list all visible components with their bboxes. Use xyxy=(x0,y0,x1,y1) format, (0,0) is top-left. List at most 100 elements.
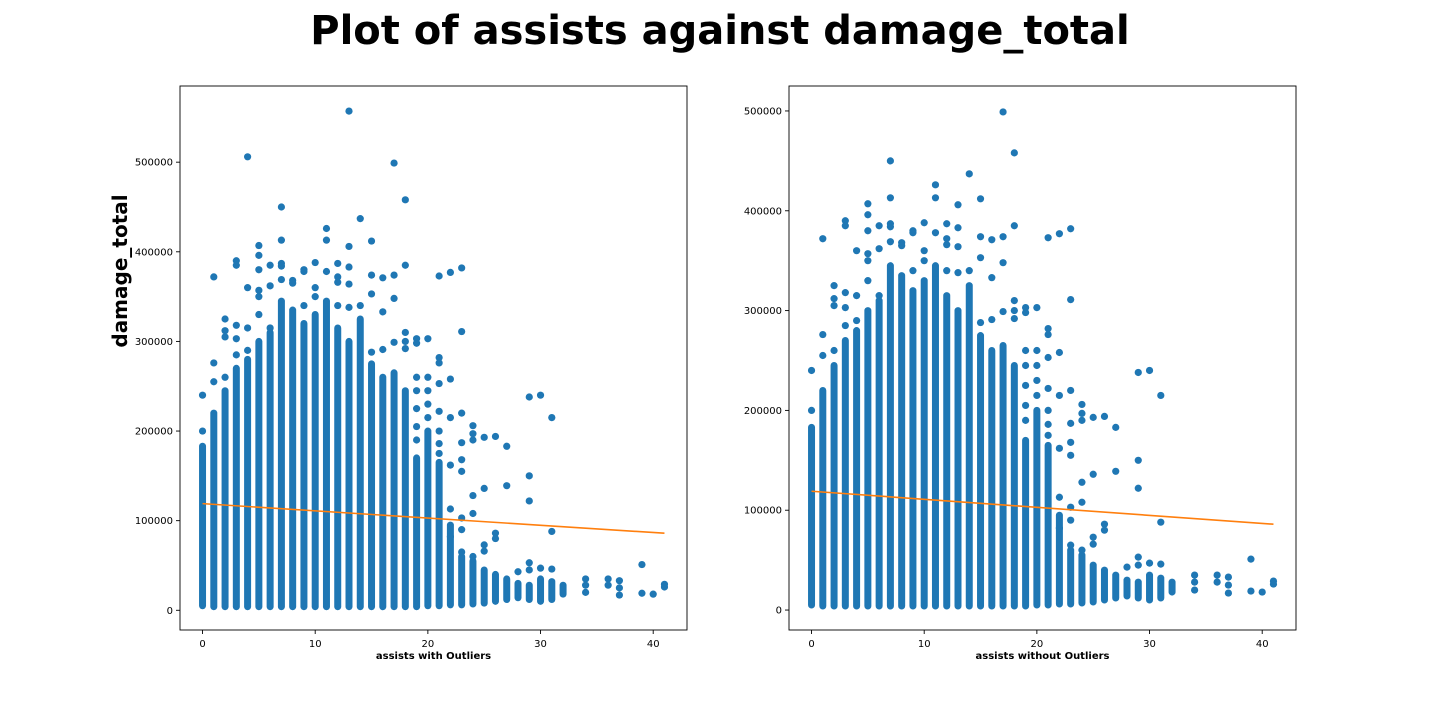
data-point xyxy=(277,275,285,284)
data-point xyxy=(1044,234,1052,242)
data-point xyxy=(1157,518,1165,526)
data-point xyxy=(819,351,827,360)
data-point xyxy=(334,259,342,268)
data-point xyxy=(864,277,872,285)
data-point xyxy=(819,330,827,339)
data-point xyxy=(1022,308,1030,317)
data-point xyxy=(435,359,443,367)
x-tick-label: 40 xyxy=(647,639,660,650)
data-point xyxy=(1044,324,1052,333)
data-point xyxy=(491,432,500,441)
data-point xyxy=(1078,409,1086,417)
data-point xyxy=(1044,384,1052,393)
data-point xyxy=(886,238,895,246)
data-point xyxy=(1078,416,1086,424)
data-point xyxy=(976,195,985,203)
x-tick-label: 10 xyxy=(309,639,322,650)
data-point xyxy=(954,269,962,277)
data-point xyxy=(1067,451,1075,459)
data-point xyxy=(1022,401,1030,410)
data-point xyxy=(401,196,409,204)
data-point xyxy=(232,351,240,359)
data-point xyxy=(277,203,285,211)
data-point xyxy=(864,211,872,219)
data-point xyxy=(1089,533,1097,541)
data-point xyxy=(525,472,533,480)
data-point xyxy=(943,220,951,228)
data-point xyxy=(435,439,443,448)
data-point xyxy=(976,254,985,262)
data-point xyxy=(1089,470,1097,478)
data-point xyxy=(277,236,285,244)
data-point xyxy=(1067,225,1075,233)
y-tick-label: 300000 xyxy=(744,306,782,317)
data-point xyxy=(435,379,443,388)
data-point xyxy=(604,581,612,589)
data-point xyxy=(649,590,657,598)
data-point xyxy=(638,589,646,597)
data-point xyxy=(1112,467,1120,475)
data-point xyxy=(311,293,319,301)
data-point xyxy=(1010,149,1018,157)
data-point xyxy=(864,257,872,265)
data-point xyxy=(1055,524,1063,532)
data-point xyxy=(435,353,443,362)
data-point xyxy=(480,433,488,441)
data-point xyxy=(1191,586,1199,594)
y-tick-label: 100000 xyxy=(135,516,173,527)
data-point xyxy=(931,229,940,237)
data-point xyxy=(1010,314,1018,323)
data-point xyxy=(458,264,466,272)
data-point xyxy=(830,301,838,310)
data-point xyxy=(367,290,376,298)
data-point xyxy=(469,422,477,430)
data-point xyxy=(413,422,421,431)
data-point xyxy=(244,346,252,354)
y-tick-label: 200000 xyxy=(135,427,173,438)
data-point xyxy=(1055,444,1063,452)
data-point xyxy=(255,293,263,301)
data-point xyxy=(232,335,240,343)
data-point xyxy=(356,215,364,223)
data-point xyxy=(875,292,883,300)
data-point xyxy=(1134,553,1142,561)
data-point xyxy=(1078,546,1086,554)
data-point xyxy=(424,335,432,343)
x-tick-label: 20 xyxy=(1030,639,1043,650)
data-point xyxy=(311,258,319,267)
data-point xyxy=(841,222,849,230)
data-point xyxy=(401,261,409,269)
data-point xyxy=(1055,230,1063,238)
y-tick-label: 500000 xyxy=(744,106,782,117)
right-scatter-panel: 0 10 20 30 40 0 100000 200000 300000 400000 500000… xyxy=(744,85,1297,662)
data-point xyxy=(830,295,838,303)
data-point xyxy=(1100,412,1109,420)
y-tick-label: 0 xyxy=(776,606,782,617)
data-point xyxy=(1044,431,1052,439)
data-point xyxy=(1089,413,1097,421)
data-point xyxy=(356,301,364,310)
data-point xyxy=(367,271,376,279)
data-point xyxy=(615,591,624,599)
data-point xyxy=(311,284,319,292)
trend-line xyxy=(202,502,665,535)
data-point xyxy=(266,282,274,290)
data-point xyxy=(446,413,454,422)
data-point xyxy=(1224,573,1232,581)
data-point xyxy=(401,344,409,353)
data-point xyxy=(300,301,308,310)
left-scatter-panel: 0 10 20 30 40 0 100000 200000 300000 400000 500000… xyxy=(108,85,688,662)
data-point xyxy=(1191,578,1199,586)
data-point xyxy=(841,321,849,330)
data-point xyxy=(491,534,500,543)
x-tick-label: 20 xyxy=(421,639,434,650)
data-point xyxy=(1213,571,1221,579)
data-point xyxy=(604,575,612,583)
y-tick-label: 200000 xyxy=(744,406,782,417)
data-point xyxy=(221,333,229,341)
data-point xyxy=(525,393,533,401)
data-point xyxy=(446,268,454,277)
data-point xyxy=(1078,400,1086,409)
data-point xyxy=(909,229,917,237)
data-point xyxy=(582,575,590,583)
